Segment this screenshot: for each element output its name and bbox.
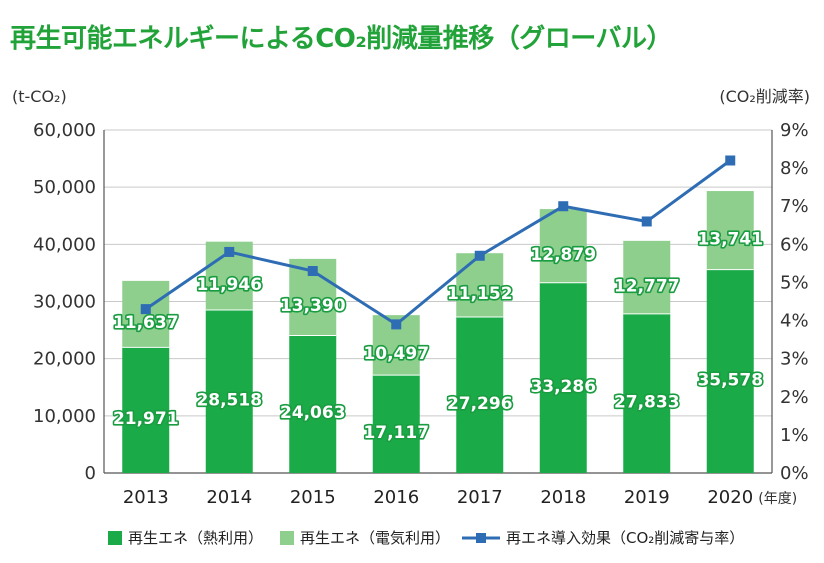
y-right-tick-label: 2% <box>780 387 809 408</box>
co2-rate-marker <box>558 201 569 212</box>
x-tick-label: 2016 <box>373 487 419 508</box>
co2-rate-marker <box>641 216 652 227</box>
co2-rate-marker <box>391 319 402 330</box>
bar-heat <box>623 313 671 473</box>
x-tick-label: 2020 <box>707 487 753 508</box>
bar-heat <box>539 282 587 473</box>
y-right-unit-label: (CO₂削減率) <box>719 87 810 106</box>
y-right-tick-label: 5% <box>780 272 809 293</box>
y-right-tick-label: 0% <box>780 463 809 484</box>
y-right-tick-label: 3% <box>780 349 809 370</box>
bar-electric <box>539 209 587 283</box>
x-tick-label: 2013 <box>123 487 169 508</box>
y-right-tick-label: 9% <box>780 120 809 141</box>
co2-rate-line <box>144 159 732 326</box>
heat-value-label: 28,518 <box>196 390 262 410</box>
y-left-tick-label: 20,000 <box>33 349 96 370</box>
legend-electric-swatch <box>280 531 294 545</box>
co2-rate-marker <box>224 246 235 257</box>
y-left-tick-label: 60,000 <box>33 120 96 141</box>
bar-electric <box>706 191 754 270</box>
y-right-tick-label: 1% <box>780 425 809 446</box>
heat-value-label: 27,833 <box>614 392 680 412</box>
y-right-tick-label: 8% <box>780 158 809 179</box>
bar-electric <box>456 253 504 317</box>
electric-value-label: 11,152 <box>447 284 513 304</box>
co2-rate-marker <box>140 304 151 315</box>
legend-electric-label: 再生エネ（電気利用） <box>300 529 450 547</box>
electric-value-label: 10,497 <box>363 344 429 364</box>
bar-heat <box>289 335 337 473</box>
y-left-tick-label: 10,000 <box>33 406 96 427</box>
x-tick-label: 2017 <box>457 487 503 508</box>
heat-value-label: 17,117 <box>363 423 429 443</box>
legend-heat-swatch <box>108 531 122 545</box>
electric-value-label: 13,390 <box>280 296 346 316</box>
y-left-tick-label: 40,000 <box>33 234 96 255</box>
bar-electric <box>623 240 671 314</box>
bar-electric <box>122 280 170 348</box>
bar-heat <box>456 316 504 473</box>
chart-title: 再生可能エネルギーによるCO₂削減量推移（グローバル） <box>10 24 673 54</box>
x-tick-label: 2015 <box>290 487 336 508</box>
bar-heat <box>122 347 170 473</box>
electric-value-label: 12,879 <box>530 245 596 265</box>
co2-rate-marker <box>474 250 485 261</box>
bar-heat <box>372 375 420 473</box>
x-unit-label: (年度) <box>758 491 797 507</box>
electric-value-label: 11,946 <box>196 275 262 295</box>
y-left-unit-label: (t-CO₂) <box>12 87 67 106</box>
y-right-tick-label: 7% <box>780 196 809 217</box>
legend-heat-label: 再生エネ（熱利用） <box>128 529 263 547</box>
bar-heat <box>706 269 754 473</box>
legend-line-label: 再エネ導入効果（CO₂削減寄与率） <box>506 529 744 547</box>
y-left-tick-label: 30,000 <box>33 292 96 313</box>
y-left-tick-label: 50,000 <box>33 177 96 198</box>
co2-rate-marker <box>725 155 736 166</box>
bar-heat <box>205 309 253 473</box>
heat-value-label: 35,578 <box>697 370 763 390</box>
x-tick-label: 2019 <box>624 487 670 508</box>
co2-rate-marker <box>307 266 318 277</box>
electric-value-label: 12,777 <box>614 276 680 296</box>
electric-value-label: 11,637 <box>113 313 179 333</box>
y-right-tick-label: 4% <box>780 311 809 332</box>
y-left-tick-label: 0 <box>85 463 96 484</box>
legend-line-marker <box>476 533 486 543</box>
heat-value-label: 27,296 <box>447 394 513 414</box>
x-tick-label: 2014 <box>206 487 252 508</box>
electric-value-label: 13,741 <box>697 229 763 249</box>
heat-value-label: 21,971 <box>113 409 179 429</box>
heat-value-label: 33,286 <box>530 377 596 397</box>
x-tick-label: 2018 <box>540 487 586 508</box>
heat-value-label: 24,063 <box>280 403 346 423</box>
y-right-tick-label: 6% <box>780 234 809 255</box>
